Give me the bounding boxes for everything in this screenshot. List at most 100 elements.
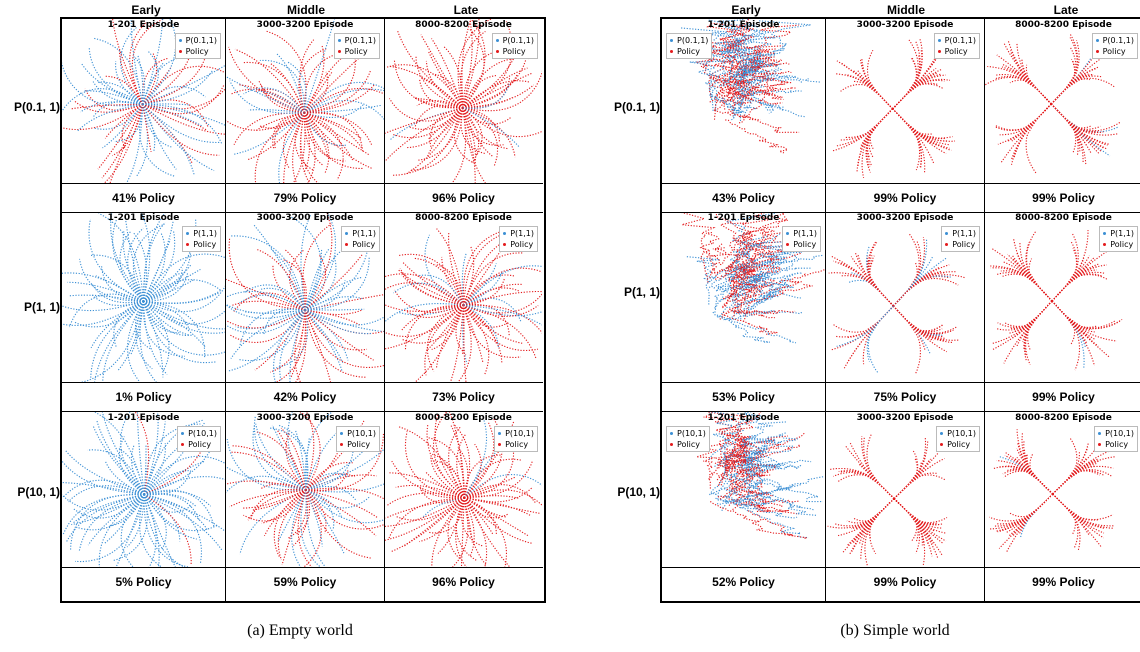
policy-trajectory <box>1051 266 1089 302</box>
policy-trajectory <box>464 484 537 504</box>
policy-trajectory <box>1008 300 1053 334</box>
policy-trajectory <box>243 489 307 522</box>
policy-trajectory <box>464 497 532 517</box>
policy-trajectory <box>277 489 307 561</box>
policy-trajectory <box>462 97 513 109</box>
episode-label: 1-201 Episode <box>707 213 780 223</box>
policy-trajectory <box>1016 447 1054 495</box>
trajectory-plot: 1-201 Episode P(1,1) Policy <box>662 212 825 382</box>
reference-trajectory <box>303 81 384 114</box>
policy-trajectory <box>258 112 305 129</box>
reference-trajectory <box>732 53 773 119</box>
reference-trajectory <box>1051 300 1085 368</box>
reference-trajectory <box>892 255 934 307</box>
policy-trajectory <box>436 228 465 306</box>
policy-trajectory <box>463 443 482 499</box>
policy-trajectory <box>1050 47 1077 105</box>
policy-trajectory <box>845 108 893 139</box>
policy-trajectory <box>231 300 306 311</box>
policy-trajectory <box>893 498 936 525</box>
policy-trajectory <box>1050 58 1076 105</box>
policy-trajectory <box>303 112 364 169</box>
policy-trajectory <box>305 489 384 530</box>
policy-trajectory <box>275 310 307 382</box>
reference-trajectory <box>142 103 191 106</box>
reference-trajectory <box>867 259 894 307</box>
policy-trajectory <box>728 308 776 319</box>
policy-trajectory <box>143 448 204 495</box>
policy-trajectory <box>1051 300 1088 336</box>
reference-trajectory <box>120 26 144 105</box>
reference-trajectory <box>259 287 306 311</box>
legend-policy: Policy <box>786 239 817 250</box>
reference-trajectory <box>712 311 770 343</box>
reference-trajectory <box>226 466 306 491</box>
reference-trajectory <box>305 489 326 567</box>
policy-trajectory <box>387 497 465 541</box>
reference-trajectory <box>738 74 804 83</box>
legend-reference: P(1,1) <box>1103 228 1134 239</box>
legend-reference-marker <box>178 39 182 42</box>
reference-trajectory <box>272 309 306 382</box>
policy-trajectory <box>448 232 465 306</box>
policy-trajectory <box>849 441 895 499</box>
policy-percentage: 96% Policy <box>432 191 495 205</box>
policy-percentage: 41% Policy <box>112 191 175 205</box>
reference-trajectory <box>144 468 192 496</box>
legend-reference: P(10,1) <box>498 428 534 439</box>
policy-trajectory <box>1052 493 1104 529</box>
policy-trajectory <box>463 304 503 364</box>
policy-trajectory <box>1051 257 1095 302</box>
policy-trajectory <box>892 83 944 110</box>
reference-trajectory <box>144 490 212 507</box>
policy-trajectory <box>305 489 377 537</box>
legend-reference-marker <box>945 232 949 235</box>
reference-trajectory <box>231 235 306 311</box>
policy-trajectory <box>462 304 484 364</box>
policy-trajectory <box>719 420 756 489</box>
policy-trajectory <box>304 112 344 181</box>
column-header-early: Early <box>131 3 161 17</box>
reference-trajectory <box>744 20 811 91</box>
policy-trajectory <box>893 498 944 545</box>
policy-trajectory <box>385 304 464 350</box>
reference-trajectory <box>719 48 773 117</box>
legend-reference-marker <box>181 432 185 435</box>
trajectory-plot: 1-201 Episode P(1,1) Policy <box>62 212 225 382</box>
policy-trajectory <box>462 77 511 109</box>
policy-trajectory <box>687 43 739 120</box>
reference-trajectory <box>142 51 159 105</box>
policy-trajectory <box>1051 300 1099 347</box>
reference-trajectory <box>226 75 305 114</box>
policy-trajectory <box>233 292 306 312</box>
policy-trajectory <box>716 472 770 496</box>
policy-trajectory <box>892 108 947 155</box>
policy-trajectory <box>893 440 929 499</box>
policy-trajectory <box>281 489 307 566</box>
reference-trajectory <box>143 285 225 313</box>
policy-trajectory <box>428 497 465 534</box>
reference-trajectory <box>142 301 191 336</box>
trajectory-plot: 3000-3200 Episode P(10,1) Policy <box>826 412 984 567</box>
reference-trajectory <box>243 309 306 314</box>
reference-trajectory <box>143 268 184 302</box>
policy-trajectory <box>868 255 894 307</box>
policy-trajectory <box>304 309 368 351</box>
policy-trajectory <box>426 107 464 158</box>
reference-trajectory <box>272 309 309 370</box>
policy-trajectory <box>1005 493 1054 534</box>
policy-trajectory <box>892 56 918 110</box>
policy-trajectory <box>834 498 895 527</box>
reference-trajectory <box>72 494 145 519</box>
reference-trajectory <box>462 83 510 109</box>
reference-trajectory <box>118 436 145 495</box>
policy-trajectory <box>424 304 464 376</box>
reference-trajectory <box>304 309 384 333</box>
policy-trajectory <box>1051 241 1078 302</box>
policy-trajectory <box>843 305 894 369</box>
policy-trajectory <box>851 498 895 552</box>
policy-trajectory <box>827 498 895 529</box>
policy-trajectory <box>464 497 497 535</box>
policy-trajectory <box>1052 493 1091 537</box>
policy-trajectory <box>101 104 144 179</box>
